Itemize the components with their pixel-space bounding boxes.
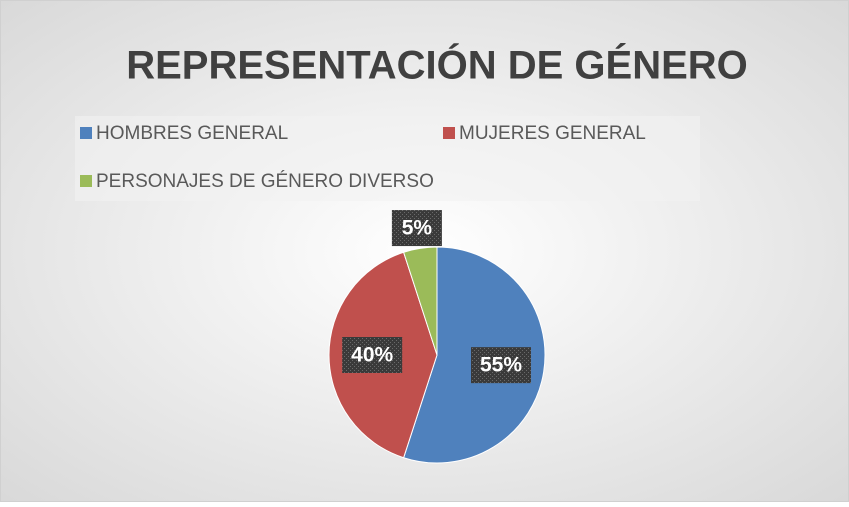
legend-swatch xyxy=(80,127,92,139)
data-label-box xyxy=(391,210,442,247)
data-label-box xyxy=(342,337,403,373)
legend-label: PERSONAJES DE GÉNERO DIVERSO xyxy=(96,171,434,192)
chart-title: REPRESENTACIÓN DE GÉNERO xyxy=(126,42,748,88)
pie-slice xyxy=(402,246,438,356)
legend-label: HOMBRES GENERAL xyxy=(96,123,288,144)
data-label: 5% xyxy=(402,217,433,240)
legend-swatch xyxy=(443,127,455,139)
data-label-box xyxy=(471,347,532,384)
data-label: 55% xyxy=(480,354,522,377)
legend-box xyxy=(75,116,700,201)
legend-swatch xyxy=(80,175,92,187)
data-label: 40% xyxy=(351,344,393,367)
legend-label: MUJERES GENERAL xyxy=(459,123,646,144)
